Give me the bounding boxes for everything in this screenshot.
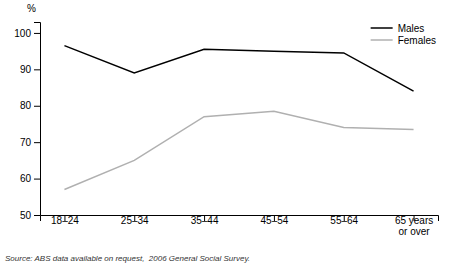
lines [64,46,413,190]
x-tick-label: 35–44 [191,215,219,226]
y-tick-mark [34,106,40,107]
y-tick: 50 [20,210,40,221]
legend-swatch [371,39,393,41]
x-tick: 65 yearsor over [395,215,433,237]
x-tick: 35–44 [191,215,219,226]
y-tick-mark [34,142,40,143]
y-tick-label: 90 [20,64,32,75]
x-axis: 18–24 25–34 35–44 45–54 55–64 65 yearsor over [41,215,439,237]
y-tick: 60 [20,173,40,184]
legend-label: Females [398,35,436,46]
plot-area: 50 60 70 80 90 100 18–24 25–34 35–44 45–54 55–64 65… [14,3,438,237]
legend-item: Males [371,23,425,34]
x-tick: 25–34 [121,215,149,226]
y-tick-mark [34,179,40,180]
legend-label: Males [398,23,425,34]
y-axis-title: % [27,3,36,14]
y-tick: 70 [20,137,40,148]
y-tick-label: 100 [14,28,31,39]
chart: 50 60 70 80 90 100 18–24 25–34 35–44 45–54 55–64 65… [0,0,454,265]
x-tick: 18–24 [51,215,79,226]
y-tick-mark [34,33,40,34]
x-tick-label: 45–54 [261,215,289,226]
y-tick-label: 60 [20,173,32,184]
legend-swatch [371,27,393,29]
x-tick: 55–64 [330,215,358,226]
y-tick-label: 70 [20,137,32,148]
legend-item: Females [371,35,436,46]
y-tick: 100 [14,28,40,39]
y-axis: 50 60 70 80 90 100 [14,23,40,221]
source-note: Source: ABS data available on request, 2… [5,254,250,263]
legend: MalesFemales [371,23,436,46]
y-tick: 80 [20,100,40,111]
x-tick: 45–54 [261,215,289,226]
x-tick-label: 18–24 [51,215,79,226]
x-tick-label: 25–34 [121,215,149,226]
x-axis-line [41,216,439,222]
x-tick-label: 65 yearsor over [395,215,433,237]
series-line [64,46,413,92]
y-tick-label: 50 [20,210,32,221]
y-tick-mark [34,215,40,216]
y-axis-line [34,23,41,216]
series-line [64,111,413,189]
y-tick-mark [34,69,40,70]
y-tick: 90 [20,64,40,75]
x-tick-label: 55–64 [330,215,358,226]
y-tick-label: 80 [20,100,32,111]
